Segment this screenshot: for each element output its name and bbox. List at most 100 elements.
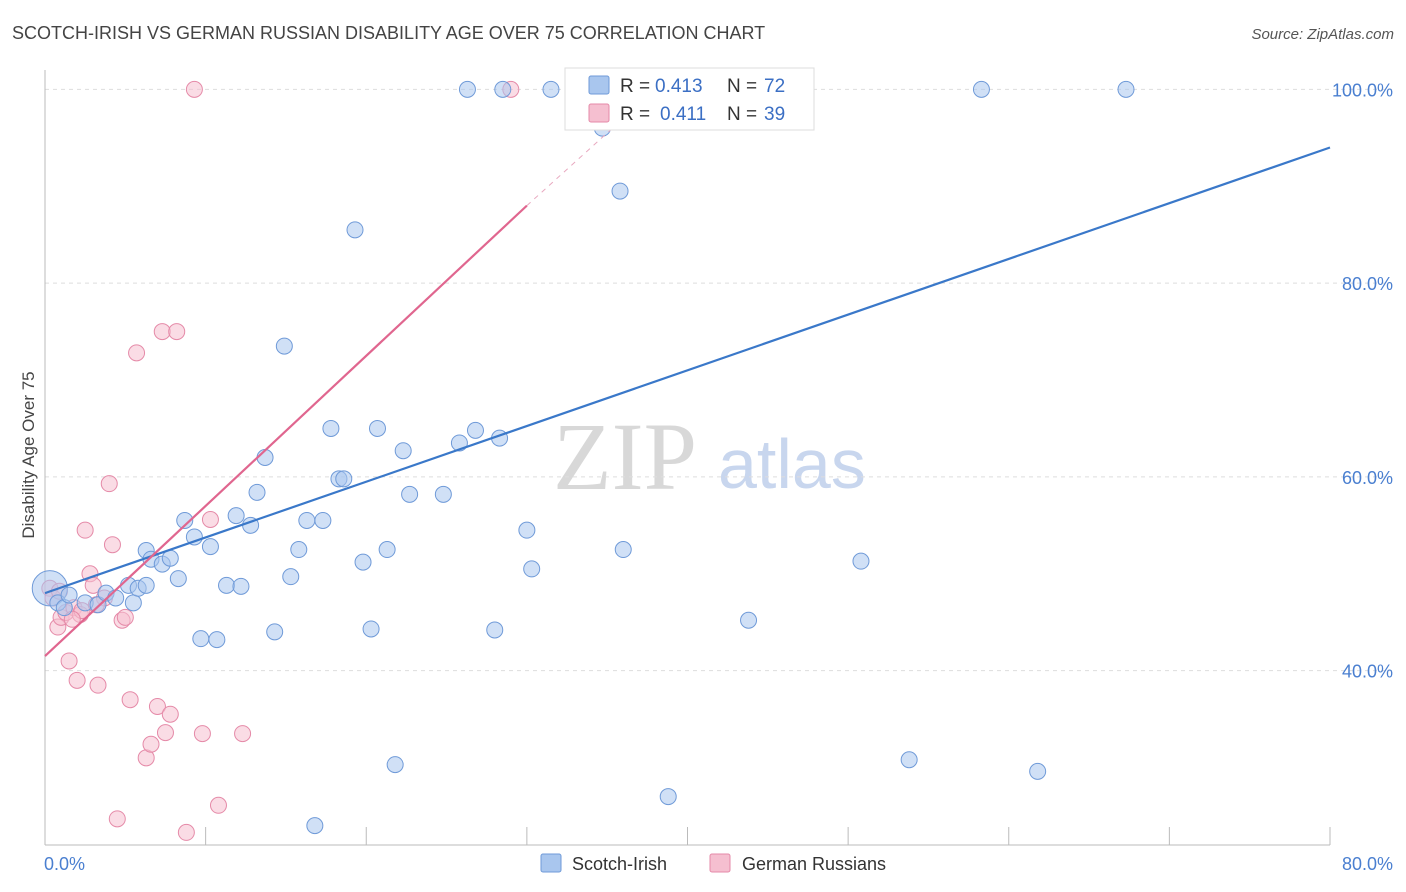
german-russians-point-31 xyxy=(201,511,219,528)
legend-r-label-1: R = xyxy=(620,76,650,97)
german-russians-point-23 xyxy=(148,697,166,715)
scotch-irish-point-11 xyxy=(137,576,155,594)
scotch-irish-point-43 xyxy=(386,756,404,774)
stats-legend: R = 0.413 N = 72 R = 0.411 N = 39 xyxy=(564,67,815,131)
german-russians-point-26 xyxy=(161,705,179,723)
scotch-irish-point-33 xyxy=(306,817,324,835)
scotch-irish-point-32 xyxy=(298,511,316,529)
scotch-irish-point-41 xyxy=(368,419,386,437)
german-russians-point-18 xyxy=(116,608,134,626)
german-russians-point-32 xyxy=(209,796,227,814)
chart-source: Source: ZipAtlas.com xyxy=(1251,26,1394,43)
german-russians-point-5 xyxy=(60,652,78,670)
x-tick-label-min: 0.0% xyxy=(44,854,85,874)
scotch-irish-point-46 xyxy=(434,485,452,503)
scotch-irish-trend-line xyxy=(44,146,1331,595)
scotch-irish-point-58 xyxy=(611,182,629,200)
german-russians-point-30 xyxy=(193,725,211,743)
legend-n-value-1: 72 xyxy=(764,76,785,97)
scotch-irish-point-45 xyxy=(401,485,419,503)
y-tick-label-40: 40.0% xyxy=(1342,662,1393,682)
german-russians-point-25 xyxy=(156,724,174,742)
legend-r-value-2: 0.411 xyxy=(660,104,706,125)
german-russians-point-7 xyxy=(68,671,86,689)
scotch-irish-point-30 xyxy=(282,568,300,586)
y-axis-label: Disability Age Over 75 xyxy=(19,371,38,538)
german-russians-point-27 xyxy=(168,323,186,341)
scotch-irish-point-48 xyxy=(458,80,476,98)
german-russians-points xyxy=(41,80,520,841)
scotch-irish-points xyxy=(31,80,1135,835)
scotch-irish-point-67 xyxy=(972,80,990,98)
legend-n-label-2: N = xyxy=(727,104,757,125)
scotch-irish-point-38 xyxy=(346,221,364,239)
legend-r-value-1: 0.413 xyxy=(655,76,703,97)
legend-swatch-scotch-irish xyxy=(588,75,610,95)
scotch-irish-point-22 xyxy=(218,576,236,594)
german-russians-point-28 xyxy=(177,823,195,841)
german-russians-point-16 xyxy=(108,810,126,828)
scotch-irish-point-63 xyxy=(740,611,758,629)
scotch-irish-point-52 xyxy=(518,521,536,539)
german-russians-point-14 xyxy=(100,475,118,493)
scotch-irish-point-28 xyxy=(266,623,284,641)
scotch-irish-point-23 xyxy=(227,507,245,525)
german-russians-point-24 xyxy=(153,323,171,341)
german-russians-point-33 xyxy=(234,725,252,743)
scotch-irish-point-27 xyxy=(256,449,274,466)
scotch-irish-point-3 xyxy=(60,586,78,604)
scotch-irish-point-29 xyxy=(275,337,293,355)
german-russians-point-37 xyxy=(63,610,81,628)
scotch-irish-point-68 xyxy=(1029,762,1047,780)
x-tick-label-max: 80.0% xyxy=(1342,854,1393,874)
scotch-irish-point-54 xyxy=(542,80,560,98)
x-ticks xyxy=(205,827,1331,845)
scotch-irish-point-37 xyxy=(335,470,353,488)
legend-n-value-2: 39 xyxy=(764,104,785,125)
scotch-irish-point-39 xyxy=(354,553,372,571)
scotch-irish-point-49 xyxy=(466,421,484,439)
scotch-irish-point-26 xyxy=(248,483,266,501)
german-russians-point-19 xyxy=(121,691,139,709)
scotch-irish-point-65 xyxy=(852,552,870,570)
scotch-irish-point-20 xyxy=(201,538,219,556)
scotch-irish-point-40 xyxy=(362,620,380,638)
y-tick-label-100: 100.0% xyxy=(1332,80,1393,100)
bottom-legend-label-scotch-irish: Scotch-Irish xyxy=(572,854,667,874)
scotch-irish-point-9 xyxy=(124,594,142,612)
scotch-irish-point-53 xyxy=(523,560,541,578)
bottom-legend-swatch-german-russians xyxy=(709,853,731,873)
watermark-zip: ZIP xyxy=(553,403,697,510)
scotch-irish-point-61 xyxy=(659,788,677,806)
scotch-irish-point-50 xyxy=(486,621,504,639)
scotch-irish-point-44 xyxy=(394,442,412,460)
german-russians-point-12 xyxy=(89,676,107,694)
german-russians-point-22 xyxy=(142,735,160,753)
y-tick-labels: 40.0% 60.0% 80.0% 100.0% xyxy=(1332,80,1393,681)
bottom-legend-swatch-scotch-irish xyxy=(540,853,562,873)
scotch-irish-point-31 xyxy=(290,541,308,559)
scotch-irish-point-19 xyxy=(192,630,210,648)
scotch-irish-point-66 xyxy=(900,751,918,769)
watermark-atlas: atlas xyxy=(718,425,866,503)
trend-lines xyxy=(44,103,1331,657)
german-russians-point-29 xyxy=(185,80,203,98)
scotch-irish-point-69 xyxy=(1117,80,1135,98)
chart-title: SCOTCH-IRISH VS GERMAN RUSSIAN DISABILIT… xyxy=(12,23,765,43)
scotch-irish-point-35 xyxy=(322,419,340,437)
y-tick-label-80: 80.0% xyxy=(1342,274,1393,294)
bottom-legend-label-german-russians: German Russians xyxy=(742,854,886,874)
scotch-irish-point-59 xyxy=(614,541,632,559)
legend-swatch-german-russians xyxy=(588,103,610,123)
german-russians-trend-line xyxy=(44,204,528,657)
german-russians-point-9 xyxy=(76,521,94,539)
scotch-irish-point-7 xyxy=(107,589,125,607)
scotch-irish-point-17 xyxy=(176,511,194,529)
legend-r-label-2: R = xyxy=(620,104,650,125)
scotch-irish-point-21 xyxy=(208,631,226,649)
series-legend: Scotch-Irish German Russians xyxy=(540,853,886,874)
scotch-irish-point-34 xyxy=(314,511,332,529)
scotch-irish-point-70 xyxy=(494,80,512,98)
scotch-irish-point-5 xyxy=(89,596,107,614)
